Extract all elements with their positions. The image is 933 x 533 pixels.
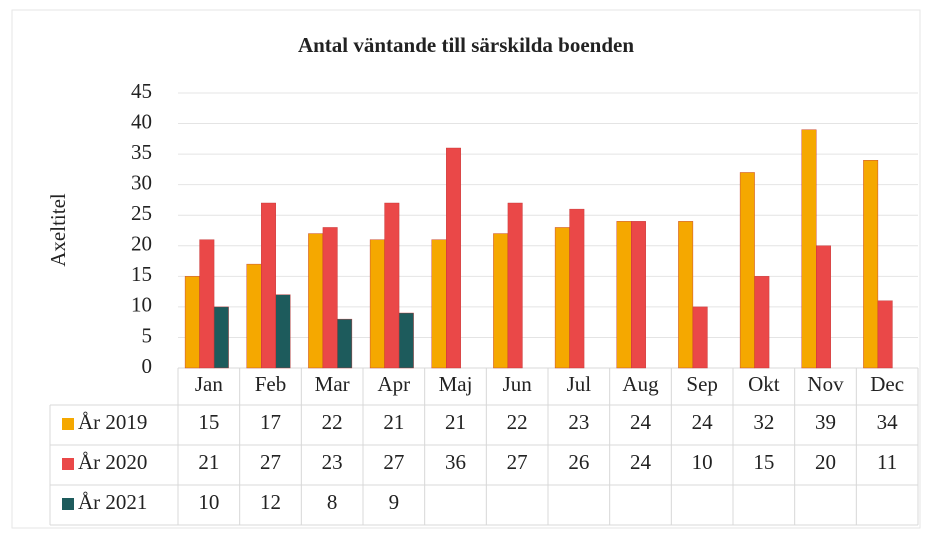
bar xyxy=(199,239,215,369)
table-value: 23 xyxy=(322,450,343,474)
table-value: 10 xyxy=(198,490,219,514)
bar xyxy=(369,239,385,369)
legend-swatch xyxy=(62,418,74,430)
x-tick-label: Jun xyxy=(503,372,533,396)
bar xyxy=(569,208,585,369)
table-value: 15 xyxy=(753,450,774,474)
table-value: 27 xyxy=(260,450,281,474)
y-tick-label: 25 xyxy=(131,201,152,225)
table-value: 23 xyxy=(568,410,589,434)
y-tick-label: 0 xyxy=(142,354,153,378)
table-value: 24 xyxy=(692,410,714,434)
bar xyxy=(877,300,893,369)
legend-swatch xyxy=(62,458,74,470)
x-tick-label: Aug xyxy=(622,372,659,396)
x-tick-label: Mar xyxy=(315,372,350,396)
table-value: 34 xyxy=(877,410,899,434)
bar xyxy=(322,227,338,369)
table-value: 21 xyxy=(383,410,404,434)
chart-title: Antal väntande till särskilda boenden xyxy=(298,33,634,57)
table-value: 21 xyxy=(445,410,466,434)
y-tick-label: 30 xyxy=(131,170,152,194)
legend-label: År 2019 xyxy=(78,410,147,434)
table-value: 21 xyxy=(198,450,219,474)
bar xyxy=(213,306,229,369)
table-value: 32 xyxy=(753,410,774,434)
table-value: 36 xyxy=(445,450,466,474)
bar xyxy=(431,239,447,369)
x-tick-label: Jan xyxy=(195,372,223,396)
table-value: 11 xyxy=(877,450,897,474)
bar xyxy=(631,221,646,369)
table-value: 27 xyxy=(507,450,528,474)
table-value: 10 xyxy=(692,450,713,474)
bar xyxy=(801,129,817,369)
table-value: 17 xyxy=(260,410,281,434)
bar xyxy=(863,160,879,369)
legend-swatch xyxy=(62,498,74,510)
table-value: 39 xyxy=(815,410,836,434)
x-tick-label: Okt xyxy=(748,372,780,396)
bar xyxy=(692,306,708,369)
chart-border xyxy=(11,9,921,529)
x-tick-label: Apr xyxy=(377,372,410,396)
x-tick-label: Feb xyxy=(255,372,287,396)
table-value: 22 xyxy=(507,410,528,434)
bar xyxy=(246,263,262,369)
y-tick-label: 15 xyxy=(131,262,152,286)
bar xyxy=(261,202,276,369)
table-value: 20 xyxy=(815,450,836,474)
table-value: 9 xyxy=(389,490,400,514)
bar xyxy=(384,202,400,369)
bar xyxy=(446,147,461,369)
y-tick-label: 10 xyxy=(131,293,152,317)
x-tick-label: Jul xyxy=(567,372,592,396)
x-tick-label: Maj xyxy=(439,372,473,396)
y-tick-label: 5 xyxy=(142,323,153,347)
table-value: 24 xyxy=(630,450,652,474)
y-axis-label: Axeltitel xyxy=(46,193,70,267)
y-tick-label: 20 xyxy=(131,232,152,256)
bar xyxy=(337,318,353,369)
x-tick-label: Sep xyxy=(686,372,718,396)
bar xyxy=(275,294,291,369)
bar xyxy=(308,233,324,369)
table-value: 8 xyxy=(327,490,338,514)
y-tick-label: 40 xyxy=(131,109,152,133)
table-value: 26 xyxy=(568,450,589,474)
y-tick-label: 45 xyxy=(131,79,152,103)
bar xyxy=(184,276,200,369)
table-value: 22 xyxy=(322,410,343,434)
bar xyxy=(739,172,755,369)
bar xyxy=(754,276,770,369)
bar xyxy=(616,221,632,369)
x-tick-label: Dec xyxy=(870,372,904,396)
table-value: 15 xyxy=(198,410,219,434)
table-value: 27 xyxy=(383,450,404,474)
table-value: 12 xyxy=(260,490,281,514)
x-tick-label: Nov xyxy=(807,372,844,396)
y-tick-label: 35 xyxy=(131,140,152,164)
bar xyxy=(816,245,831,369)
table-value: 24 xyxy=(630,410,652,434)
bar xyxy=(678,221,694,369)
bar xyxy=(398,312,414,369)
bar xyxy=(554,227,570,369)
legend-label: År 2021 xyxy=(78,490,147,514)
bar xyxy=(507,202,523,369)
legend-label: År 2020 xyxy=(78,450,147,474)
bar xyxy=(493,233,509,369)
